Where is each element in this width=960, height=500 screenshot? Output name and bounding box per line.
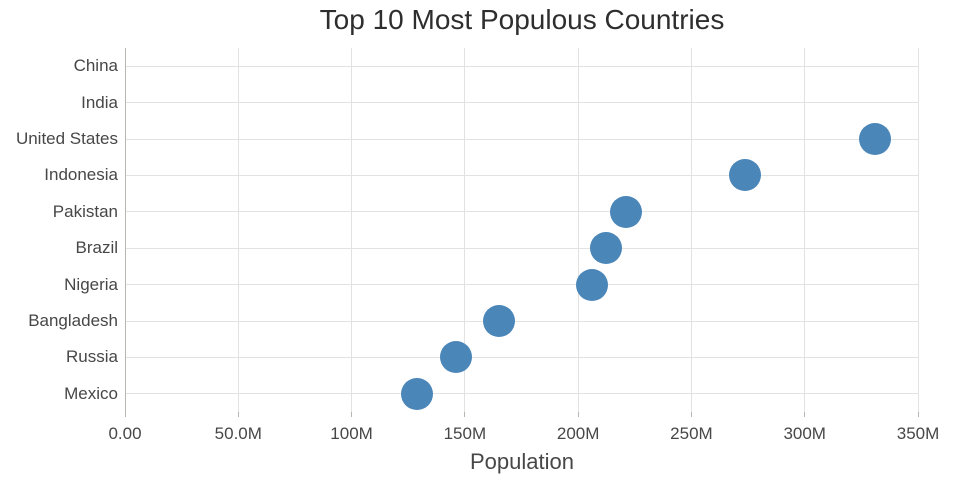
x-axis-tick-label: 200M xyxy=(556,424,600,443)
x-axis-tick-label: 300M xyxy=(783,424,826,443)
y-axis-line xyxy=(125,48,126,412)
x-axis-tick-mark xyxy=(124,412,126,417)
x-axis-tick-label: 0.00 xyxy=(108,424,142,443)
y-axis-tick-label: Brazil xyxy=(75,238,118,258)
data-point-pakistan[interactable] xyxy=(609,195,642,228)
data-point-mexico[interactable] xyxy=(401,377,434,410)
x-axis-tick-label: 250M xyxy=(670,424,713,443)
y-axis-tick-label: United States xyxy=(15,129,118,148)
y-axis-tick-label: China xyxy=(73,56,118,76)
gridline-horizontal xyxy=(125,174,918,176)
x-axis-tick-mark xyxy=(917,412,919,417)
gridline-vertical xyxy=(464,48,466,412)
gridline-vertical xyxy=(577,48,579,412)
y-axis-tick-label: Pakistan xyxy=(52,201,118,221)
data-point-indonesia[interactable] xyxy=(728,159,761,192)
gridline-vertical xyxy=(237,48,239,412)
x-axis-tick-label: 150M xyxy=(443,424,487,443)
gridline-horizontal xyxy=(125,211,918,213)
gridline-vertical xyxy=(917,48,919,412)
x-axis-tick-mark xyxy=(690,412,692,417)
y-axis-tick-label: Bangladesh xyxy=(28,311,118,330)
x-axis-tick-mark xyxy=(804,412,806,417)
x-axis-tick-label: 350M xyxy=(896,424,940,443)
x-axis-tick-label: 100M xyxy=(330,424,373,443)
gridline-horizontal xyxy=(125,284,918,286)
x-axis-title: Population xyxy=(470,449,574,474)
gridline-horizontal xyxy=(125,356,918,358)
y-axis-tick-label: Mexico xyxy=(64,383,118,403)
gridline-horizontal xyxy=(125,247,918,249)
data-point-bangladesh[interactable] xyxy=(482,305,515,337)
gridline-horizontal xyxy=(125,102,918,104)
gridline-vertical xyxy=(690,48,692,412)
x-axis-tick-mark xyxy=(237,412,239,417)
gridline-horizontal xyxy=(125,138,918,140)
x-axis-tick-mark xyxy=(577,412,579,417)
x-axis-tick-mark xyxy=(464,412,466,417)
gridline-horizontal xyxy=(125,65,918,67)
plot-area xyxy=(125,48,919,412)
x-axis-tick-label: 50.0M xyxy=(214,424,262,443)
gridline-horizontal xyxy=(125,393,918,395)
gridline-horizontal xyxy=(125,320,918,322)
data-point-brazil[interactable] xyxy=(590,232,623,265)
data-point-united-states[interactable] xyxy=(858,123,891,155)
gridline-vertical xyxy=(804,48,806,412)
data-point-russia[interactable] xyxy=(439,341,472,374)
chart-title: Top 10 Most Populous Countries xyxy=(319,4,725,35)
y-axis-tick-label: Russia xyxy=(66,347,118,367)
x-axis-tick-mark xyxy=(351,412,353,417)
gridline-vertical xyxy=(351,48,353,412)
y-axis-tick-label: India xyxy=(81,92,118,112)
y-axis-tick-label: Nigeria xyxy=(64,274,118,294)
y-axis-tick-label: Indonesia xyxy=(44,165,118,185)
data-point-nigeria[interactable] xyxy=(575,268,608,301)
